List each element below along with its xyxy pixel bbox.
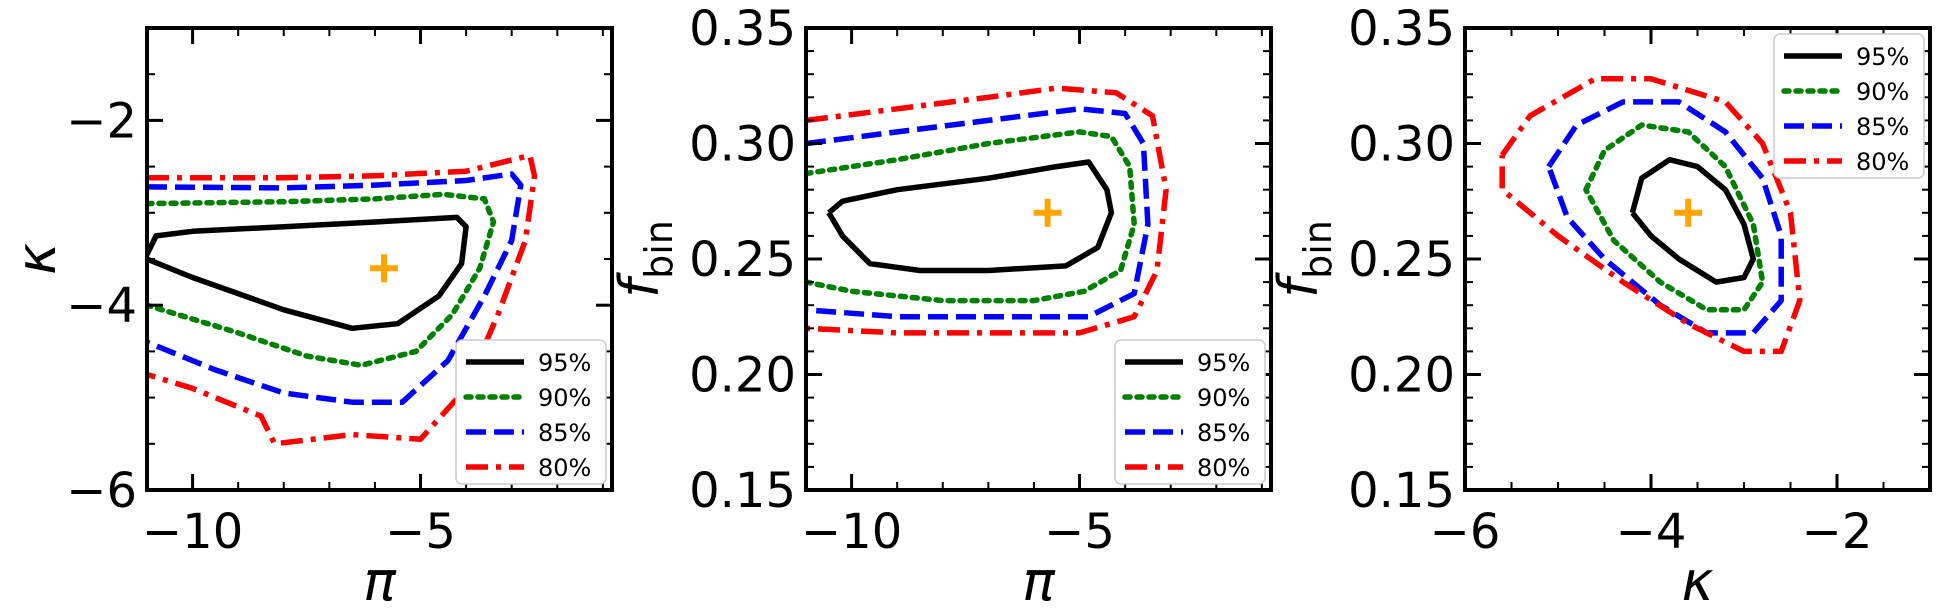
contour-80pct <box>147 152 538 447</box>
y-axis-label: fbin <box>608 220 681 298</box>
legend-entry: 95% <box>1856 43 1909 71</box>
x-tick-label: −5 <box>385 504 456 560</box>
contour-85pct <box>806 106 1151 320</box>
contour-80pct <box>806 85 1169 336</box>
contour-90pct <box>806 129 1137 304</box>
panel-kappa-fbin: −6 −4 −2 0.35 0.30 0.25 0.20 0.15 κ fbin 95% 90% 85%… <box>1267 1 1932 611</box>
x-tick-label: −6 <box>1430 504 1501 560</box>
best-fit-marker <box>1674 198 1703 227</box>
y-tick-label: 0.30 <box>1348 117 1455 173</box>
contour-90pct <box>147 191 497 369</box>
legend-entry: 85% <box>1197 419 1250 447</box>
x-axis-label: κ <box>1682 550 1714 611</box>
contour-95pct <box>826 159 1115 274</box>
best-fit-marker <box>1033 198 1062 227</box>
y-tick-label: 0.35 <box>689 1 796 57</box>
y-tick-label: 0.25 <box>689 232 796 288</box>
x-tick-label: −5 <box>1044 504 1115 560</box>
legend-entry: 90% <box>1856 78 1909 106</box>
contour-90pct <box>1583 122 1766 313</box>
legend-box <box>1773 33 1925 179</box>
y-tick-label: 0.15 <box>689 463 796 519</box>
y-tick-label: 0.20 <box>689 348 796 404</box>
y-tick-label: 0.20 <box>1348 348 1455 404</box>
y-tick-label: 0.35 <box>1348 1 1455 57</box>
y-tick-label: −6 <box>66 463 137 519</box>
contour-85pct <box>147 171 524 405</box>
x-axis-label: π <box>363 550 397 611</box>
legend-entry: 80% <box>1197 454 1250 482</box>
y-tick-label: 0.25 <box>1348 232 1455 288</box>
panel-pi-fbin: −10 −5 0.35 0.30 0.25 0.20 0.15 π fbin 95% 90% 85% 8… <box>608 1 1273 611</box>
y-tick-label: −4 <box>66 278 137 334</box>
legend-entry: 80% <box>538 454 591 482</box>
series-group <box>806 85 1169 336</box>
legend-entry: 95% <box>1197 349 1250 377</box>
legend: 95% 90% 85% 80% <box>1114 339 1266 485</box>
y-tick-label: 0.15 <box>1348 463 1455 519</box>
y-axis-label: κ <box>5 243 68 275</box>
x-tick-label: −10 <box>801 504 902 560</box>
contour-85pct <box>1546 99 1784 336</box>
y-tick-label: −2 <box>66 93 137 149</box>
contour-95pct <box>1629 156 1757 285</box>
legend-entry: 95% <box>538 349 591 377</box>
series-group <box>147 152 538 447</box>
series-group <box>1499 76 1803 355</box>
legend-entry: 90% <box>1197 384 1250 412</box>
legend: 95% 90% 85% 80% <box>455 339 607 485</box>
legend-entry: 85% <box>538 419 591 447</box>
legend-box <box>1114 339 1266 485</box>
legend-entry: 80% <box>1856 148 1909 176</box>
best-fit-marker <box>370 254 399 283</box>
contour-80pct <box>1499 76 1803 355</box>
x-tick-label: −2 <box>1802 504 1873 560</box>
panel-pi-kappa: −10 −5 −2 −4 −6 π κ 95% 90% 85% 80% <box>5 26 614 611</box>
x-tick-label: −4 <box>1616 504 1687 560</box>
y-tick-label: 0.30 <box>689 117 796 173</box>
legend-box <box>455 339 607 485</box>
contour-95pct <box>147 214 469 332</box>
legend-entry: 85% <box>1856 113 1909 141</box>
legend: 95% 90% 85% 80% <box>1773 33 1925 179</box>
legend-entry: 90% <box>538 384 591 412</box>
y-axis-label: fbin <box>1267 220 1340 298</box>
x-axis-label: π <box>1022 550 1056 611</box>
x-tick-label: −10 <box>142 504 243 560</box>
